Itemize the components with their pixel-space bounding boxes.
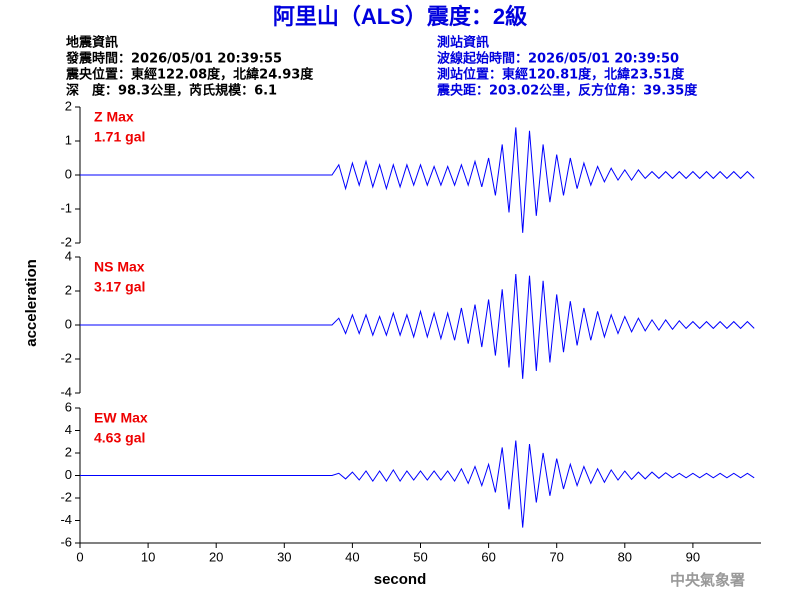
info-line: 深 度：98.3公里，芮氏規模：6.1	[66, 83, 277, 99]
x-tick-label: 70	[549, 549, 563, 564]
y-tick-label: -6	[60, 534, 72, 549]
waveform	[80, 127, 755, 233]
x-tick-label: 90	[686, 549, 700, 564]
annotation: Z Max	[94, 109, 134, 125]
annotation: 4.63 gal	[94, 430, 145, 446]
y-tick-label: 2	[65, 98, 72, 113]
y-tick-label: -2	[60, 350, 72, 365]
y-tick-label: 4	[65, 248, 72, 263]
y-tick-label: 6	[65, 399, 72, 414]
y-tick-label: 2	[65, 282, 72, 297]
x-tick-label: 50	[413, 549, 427, 564]
station-line: 測站位置：東經120.81度，北緯23.51度	[437, 67, 685, 83]
annotation: NS Max	[94, 259, 145, 275]
annotation: 1.71 gal	[94, 129, 145, 145]
y-tick-label: -4	[60, 512, 72, 527]
y-tick-label: -4	[60, 384, 72, 399]
waveform	[80, 273, 755, 379]
x-axis-label: second	[374, 571, 427, 588]
x-tick-label: 10	[141, 549, 155, 564]
info-line: 震央位置：東經122.08度，北緯24.93度	[65, 67, 314, 83]
chart-title: 阿里山（ALS）震度：2級	[273, 4, 527, 29]
y-axis-label: acceleration	[23, 259, 40, 347]
x-tick-label: 0	[76, 549, 83, 564]
info-line: 地震資訊	[66, 35, 118, 51]
x-tick-label: 20	[209, 549, 223, 564]
station-line: 震央距：203.02公里，反方位角：39.35度	[436, 83, 698, 99]
y-tick-label: -1	[60, 200, 72, 215]
waveform	[80, 440, 755, 528]
y-tick-label: 2	[65, 444, 72, 459]
station-line: 測站資訊	[437, 35, 489, 51]
info-line: 發震時間：2026/05/01 20:39:55	[65, 51, 282, 67]
credit: 中央氣象署	[670, 571, 745, 589]
y-tick-label: -2	[60, 234, 72, 249]
annotation: EW Max	[94, 410, 148, 426]
y-tick-label: 0	[65, 316, 72, 331]
y-tick-label: 0	[65, 166, 72, 181]
y-tick-label: 1	[65, 132, 72, 147]
x-tick-label: 80	[618, 549, 632, 564]
x-tick-label: 30	[277, 549, 291, 564]
station-line: 波線起始時間：2026/05/01 20:39:50	[437, 51, 679, 67]
y-tick-label: 0	[65, 467, 72, 482]
annotation: 3.17 gal	[94, 279, 145, 295]
y-tick-label: -2	[60, 489, 72, 504]
x-tick-label: 60	[481, 549, 495, 564]
x-tick-label: 40	[345, 549, 359, 564]
y-tick-label: 4	[65, 422, 72, 437]
